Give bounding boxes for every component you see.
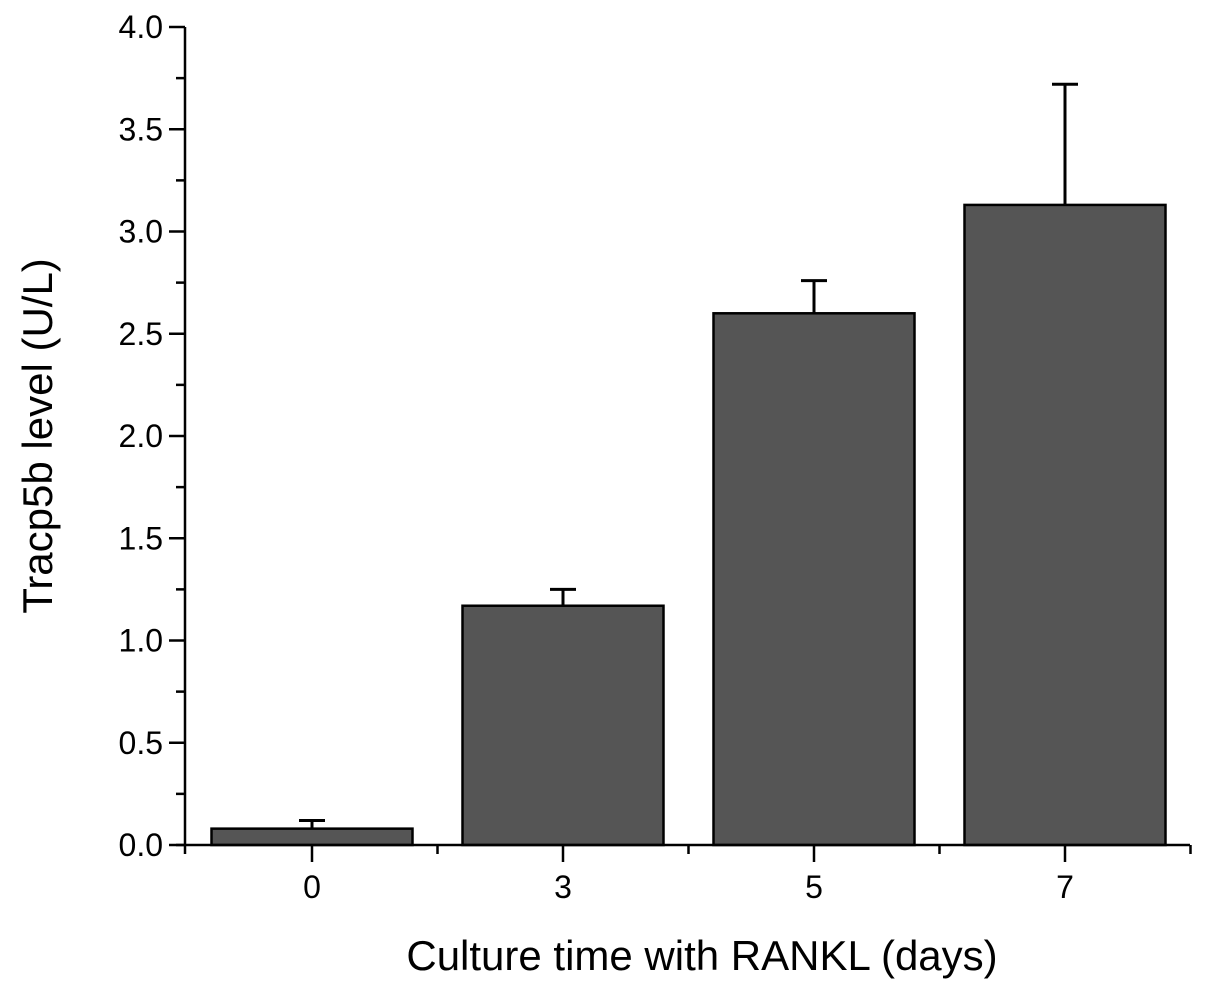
bar	[210, 827, 414, 847]
y-axis-label: Tracp5b level (U/L)	[14, 258, 61, 614]
y-tick-label: 1.0	[119, 623, 163, 659]
y-tick-label: 1.5	[119, 520, 163, 556]
y-tick-label: 0.5	[119, 725, 163, 761]
y-tick-label: 3.5	[119, 111, 163, 147]
y-tick-label: 2.0	[119, 418, 163, 454]
bar	[712, 312, 916, 847]
y-tick-label: 3.0	[119, 214, 163, 250]
x-tick-label: 3	[554, 869, 572, 905]
bar	[461, 604, 665, 847]
bar	[963, 203, 1167, 847]
y-tick-label: 4.0	[119, 9, 163, 45]
x-axis-label: Culture time with RANKL (days)	[406, 932, 997, 979]
x-tick-label: 5	[805, 869, 823, 905]
y-tick-label: 0.0	[119, 827, 163, 863]
y-tick-label: 2.5	[119, 316, 163, 352]
x-tick-label: 0	[303, 869, 321, 905]
x-tick-label: 7	[1056, 869, 1074, 905]
